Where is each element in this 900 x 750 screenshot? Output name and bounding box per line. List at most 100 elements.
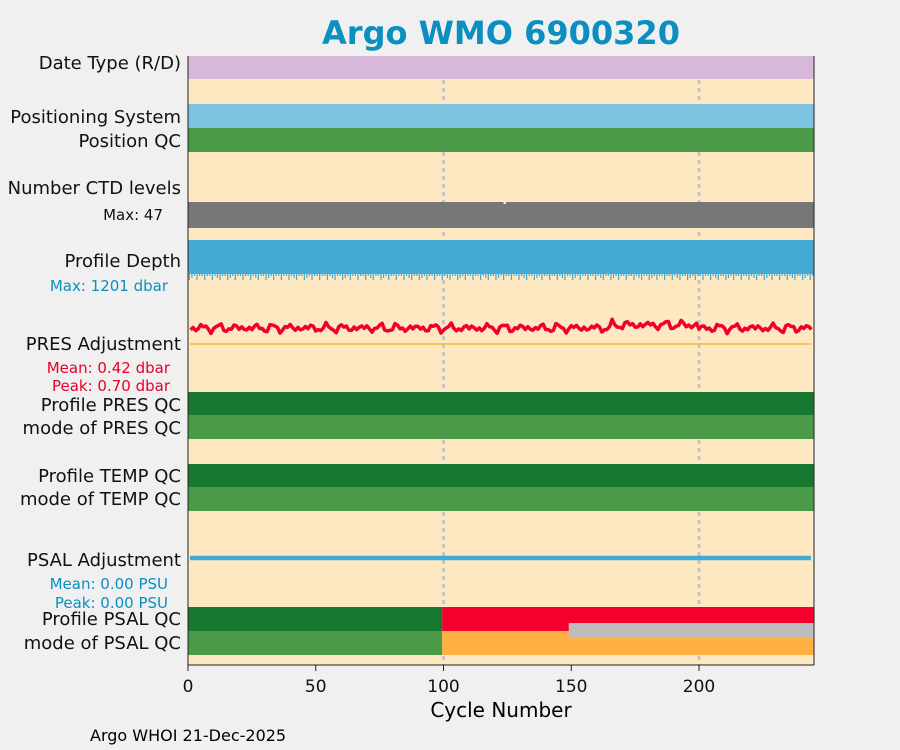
label-mode-pres-qc: mode of PRES QC [23,418,181,439]
profile-depth-tick [600,274,602,278]
x-axis: 0 50 100 150 200 [183,56,815,697]
label-profile-temp-qc: Profile TEMP QC [38,466,181,487]
profile-depth-tick [201,274,203,276]
profile-depth-tick [382,274,385,278]
profile-depth-tick [313,274,316,276]
grid-lines [442,56,701,665]
profile-depth-tick [738,274,740,276]
profile-depth-tick [349,274,351,280]
profile-depth-tick [610,274,612,280]
profile-depth-tick [658,274,661,276]
profile-depth-tick [303,274,305,280]
profile-depth-tick [697,274,699,276]
profile-depth-tick [362,274,364,276]
profile-depth-tick [267,274,270,278]
profile-depth-tick [237,274,239,276]
profile-depth-tick [715,274,717,278]
bar-mode-pres-qc [188,415,814,439]
profile-depth-tick [405,274,408,276]
plot-area [188,56,814,665]
profile-depth-tick [298,274,300,276]
profile-depth-tick [336,274,339,276]
profile-depth-tick [326,274,328,280]
label-ctd-max: Max: 47 [103,206,163,224]
profile-depth-tick [485,274,487,278]
profile-depth-tick [633,274,635,280]
profile-depth-tick [589,274,592,276]
profile-depth-tick [549,274,551,280]
profile-depth-tick [459,274,461,278]
profile-depth-tick [390,274,392,276]
ctd-levels-notch [503,202,507,204]
profile-depth-tick [748,274,750,280]
profile-depth-tick [449,274,451,280]
bar-profile-pres-qc [188,392,814,415]
profile-depth-tick [587,274,589,280]
profile-depth-tick [280,274,282,280]
label-position-qc: Position QC [78,131,181,152]
profile-depth-tick [646,274,648,276]
profile-depth-tick [288,274,290,280]
profile-depth-tick [354,274,357,276]
profile-depth-tick [232,274,234,276]
profile-depth-tick [431,274,433,276]
profile-depth-tick [255,274,257,278]
profile-depth-tick [564,274,566,280]
label-psal-mean: Mean: 0.00 PSU [50,575,168,593]
profile-depth-tick [531,274,533,276]
profile-depth-tick [561,274,564,278]
profile-depth-tick [347,274,349,276]
profile-depth-tick [464,274,466,280]
profile-depth-tick [551,274,553,276]
profile-depth-tick [771,274,773,280]
profile-depth-tick [510,274,512,280]
profile-depth-tick [385,274,387,276]
profile-depth-tick [250,274,252,280]
profile-depth-tick [446,274,449,278]
profile-depth-tick [556,274,558,280]
profile-depth-tick [380,274,382,280]
profile-depth-tick [408,274,410,278]
profile-depth-tick [270,274,272,276]
profile-depth-tick [623,274,625,276]
profile-depth-tick [653,274,655,276]
profile-depth-tick [331,274,334,278]
profile-depth-tick [497,274,500,278]
profile-depth-tick [206,274,208,276]
profile-depth-tick [786,274,788,280]
label-depth-max: Max: 1201 dbar [50,277,169,295]
profile-depth-tick [641,274,643,280]
profile-depth-tick [766,274,768,278]
profile-depth-tick [761,274,763,276]
profile-depth-tick [592,274,594,276]
profile-depth-tick [676,274,678,278]
profile-depth-tick [403,274,405,280]
profile-depth-tick [421,274,423,278]
profile-depth-tick [477,274,479,276]
profile-depth-tick [743,274,745,276]
profile-depth-tick [388,274,390,280]
profile-depth-tick [758,274,760,276]
profile-depth-tick [523,274,525,278]
profile-depth-tick [740,274,742,280]
profile-depth-tick [615,274,617,276]
profile-depth-comb [188,274,814,280]
profile-depth-tick [546,274,548,276]
profile-depth-tick [393,274,395,276]
profile-depth-tick [717,274,719,280]
profile-depth-tick [704,274,707,276]
profile-depth-tick [352,274,354,276]
profile-depth-tick [428,274,431,276]
profile-depth-tick [595,274,597,280]
profile-depth-tick [643,274,645,276]
profile-depth-tick [674,274,676,276]
profile-depth-tick [768,274,770,276]
profile-depth-tick [395,274,397,280]
profile-depth-tick [293,274,295,278]
profile-depth-tick [554,274,556,276]
profile-depth-tick [730,274,732,276]
profile-depth-tick [804,274,806,278]
profile-depth-tick [492,274,495,276]
profile-depth-tick [605,274,607,276]
